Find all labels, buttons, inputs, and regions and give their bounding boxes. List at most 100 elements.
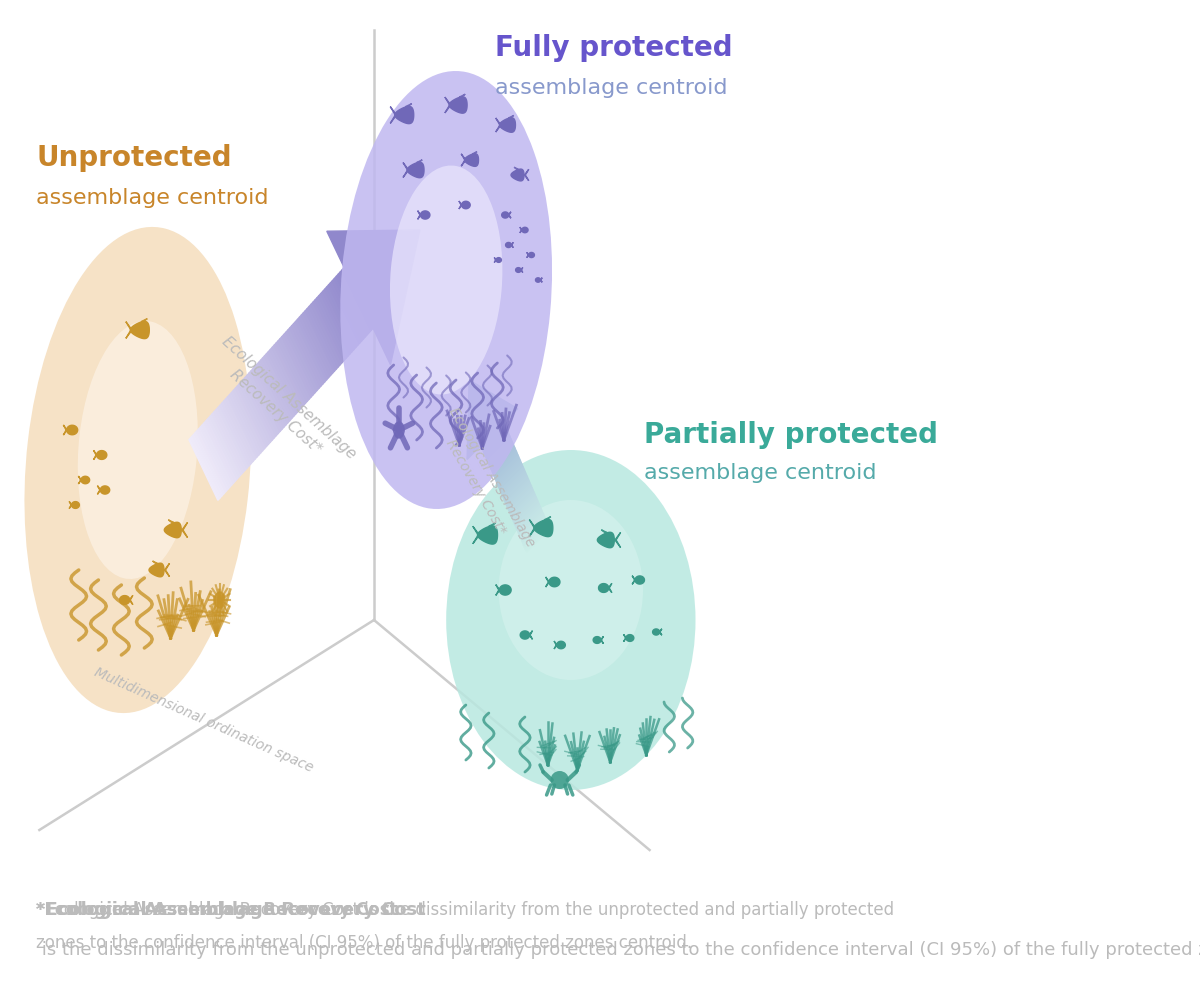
Polygon shape <box>599 584 608 593</box>
Polygon shape <box>503 474 527 499</box>
Polygon shape <box>608 583 612 593</box>
Polygon shape <box>197 429 228 492</box>
Polygon shape <box>529 630 533 639</box>
Polygon shape <box>493 451 516 474</box>
Text: assemblage centroid: assemblage centroid <box>644 463 877 483</box>
Polygon shape <box>64 425 67 435</box>
Polygon shape <box>204 420 235 483</box>
Polygon shape <box>218 405 248 468</box>
Polygon shape <box>502 212 509 218</box>
Polygon shape <box>253 367 284 430</box>
Polygon shape <box>164 563 169 577</box>
Polygon shape <box>97 451 107 459</box>
Polygon shape <box>482 427 506 451</box>
Polygon shape <box>510 490 534 515</box>
Polygon shape <box>275 343 305 406</box>
Polygon shape <box>528 253 534 258</box>
Polygon shape <box>601 636 604 643</box>
Text: Ecological Assemblage
Recovery Cost*: Ecological Assemblage Recovery Cost* <box>430 405 538 559</box>
Polygon shape <box>502 471 526 496</box>
Polygon shape <box>496 258 502 263</box>
Polygon shape <box>130 596 133 605</box>
Polygon shape <box>203 423 234 485</box>
Text: assemblage centroid: assemblage centroid <box>36 188 269 208</box>
Polygon shape <box>515 501 538 525</box>
Polygon shape <box>244 377 274 440</box>
Ellipse shape <box>341 71 552 509</box>
Polygon shape <box>521 517 545 540</box>
Polygon shape <box>487 436 510 460</box>
Polygon shape <box>288 328 319 390</box>
Text: zones to the confidence interval (CI 95%) of the fully protected zones centroid.: zones to the confidence interval (CI 95%… <box>36 934 692 952</box>
Polygon shape <box>460 94 466 97</box>
Polygon shape <box>510 491 534 516</box>
Polygon shape <box>485 431 508 454</box>
Polygon shape <box>330 281 361 343</box>
Polygon shape <box>534 520 553 536</box>
Polygon shape <box>635 576 644 584</box>
Polygon shape <box>496 585 499 596</box>
Polygon shape <box>514 498 538 523</box>
Polygon shape <box>390 107 396 124</box>
Polygon shape <box>461 154 466 166</box>
Polygon shape <box>152 561 157 563</box>
Polygon shape <box>485 432 509 456</box>
Polygon shape <box>490 444 514 468</box>
Polygon shape <box>290 326 320 388</box>
Polygon shape <box>481 423 504 447</box>
Polygon shape <box>263 356 294 419</box>
Polygon shape <box>491 445 515 469</box>
Polygon shape <box>310 304 340 367</box>
Polygon shape <box>481 424 505 449</box>
Polygon shape <box>272 345 304 408</box>
Polygon shape <box>229 392 260 455</box>
Polygon shape <box>512 495 536 520</box>
Text: is the dissimilarity from the unprotected and partially protected zones to the c: is the dissimilarity from the unprotecte… <box>36 941 1200 959</box>
Polygon shape <box>503 473 526 497</box>
Polygon shape <box>540 278 542 283</box>
Polygon shape <box>498 462 522 487</box>
Polygon shape <box>632 576 635 584</box>
Polygon shape <box>239 381 270 445</box>
Polygon shape <box>499 585 511 595</box>
Polygon shape <box>286 330 317 393</box>
Polygon shape <box>298 317 329 379</box>
Polygon shape <box>486 435 510 458</box>
Polygon shape <box>522 227 528 233</box>
Polygon shape <box>126 322 132 338</box>
Polygon shape <box>420 210 430 219</box>
Text: *Ecological Assemblage Recovery Cost is the dissimilarity from the unprotected a: *Ecological Assemblage Recovery Cost is … <box>36 901 894 919</box>
Polygon shape <box>494 258 496 263</box>
Polygon shape <box>520 513 544 536</box>
Polygon shape <box>653 629 660 635</box>
Polygon shape <box>548 577 560 587</box>
Polygon shape <box>323 289 354 352</box>
Polygon shape <box>510 489 533 513</box>
Polygon shape <box>516 505 540 529</box>
Polygon shape <box>517 507 541 532</box>
Polygon shape <box>329 283 360 346</box>
Polygon shape <box>496 457 520 481</box>
Polygon shape <box>445 97 451 113</box>
Polygon shape <box>164 523 181 537</box>
Polygon shape <box>484 428 506 453</box>
Polygon shape <box>593 636 601 643</box>
Polygon shape <box>514 167 518 169</box>
Polygon shape <box>521 268 523 273</box>
Polygon shape <box>193 433 223 496</box>
Circle shape <box>394 422 404 438</box>
Polygon shape <box>511 242 514 248</box>
Text: assemblage centroid: assemblage centroid <box>496 78 728 98</box>
Polygon shape <box>254 365 286 427</box>
Polygon shape <box>226 396 257 459</box>
Polygon shape <box>504 475 527 500</box>
Polygon shape <box>131 321 149 339</box>
Polygon shape <box>216 407 247 470</box>
Text: Partially protected: Partially protected <box>644 421 938 449</box>
Polygon shape <box>232 390 263 453</box>
Polygon shape <box>497 458 520 483</box>
Polygon shape <box>520 511 542 535</box>
Polygon shape <box>535 278 540 283</box>
Polygon shape <box>502 470 526 495</box>
Polygon shape <box>72 502 79 509</box>
